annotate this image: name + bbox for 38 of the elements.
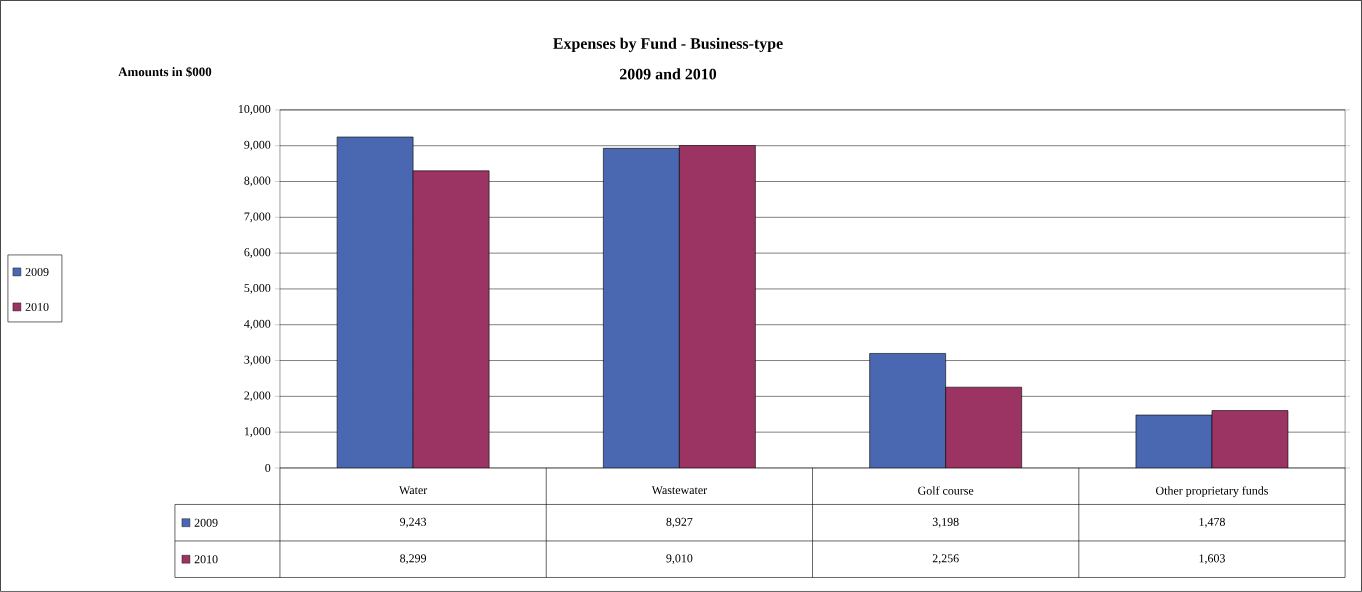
legend-label: 2009 [194,518,218,527]
legend-label: 2010 [194,555,218,564]
chart-subtitle: 2009 and 2010 [619,68,717,80]
x-tick-label: Water [398,486,428,495]
bar [412,170,490,469]
y-tick-label: 6,000 [244,248,271,259]
y-tick-label: 9,000 [244,140,271,151]
bar [1211,410,1289,469]
x-tick-label: Wastewater [651,486,708,495]
bar [679,145,756,469]
y-tick-label: 7,000 [244,212,271,223]
bar [869,353,946,469]
y-tick-label: 3,000 [244,355,271,366]
y-tick-label: 4,000 [244,319,271,330]
chart-title: Expenses by Fund - Business-type [553,37,783,53]
text: 2009 [25,267,49,277]
data-label: 9,243 [400,517,427,528]
bar [336,136,414,469]
y-tick-label: 5,000 [244,284,271,294]
bar [1135,414,1213,469]
data-label: 9,010 [666,554,693,565]
text: 2010 [25,302,49,312]
y-axis-title: Amounts in $000 [118,66,212,78]
x-tick-label: Other proprietary funds [1155,486,1268,498]
y-tick-label: 8,000 [244,176,271,187]
y-tick-label: 2,000 [244,391,271,402]
y-tick-label: 1,000 [244,427,271,438]
data-label: 8,299 [400,554,427,565]
x-tick-label: Golf course [918,486,974,495]
y-tick-label: 10,000 [238,105,271,115]
data-label: 3,198 [932,517,959,528]
bar [945,386,1022,469]
data-label: 2,256 [932,554,959,565]
data-label: 8,927 [666,517,693,528]
bar [603,148,680,469]
data-label: 1,478 [1199,517,1225,528]
y-tick-label: 0 [265,463,271,473]
data-label: 1,603 [1199,554,1225,565]
